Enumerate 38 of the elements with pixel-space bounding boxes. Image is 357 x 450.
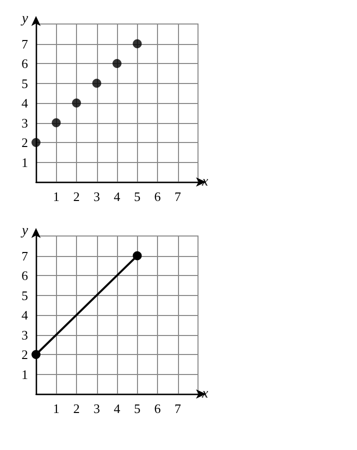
x-tick-label: 1 xyxy=(53,189,60,204)
x-axis-title: x xyxy=(201,386,209,402)
x-tick-label: 4 xyxy=(114,401,121,416)
point xyxy=(92,78,102,88)
y-tick-label: 7 xyxy=(22,248,28,264)
x-axis-title: x xyxy=(201,174,209,190)
y-tick-label: 7 xyxy=(22,36,28,52)
x-tick-label: 2 xyxy=(73,401,80,416)
y-tick-label: 6 xyxy=(22,268,28,283)
y-tick-label: 6 xyxy=(22,56,28,71)
point xyxy=(32,138,40,147)
y-axis-title: y xyxy=(20,12,29,26)
y-tick-label: 3 xyxy=(22,327,28,342)
point xyxy=(132,39,142,48)
x-tick-label: 5 xyxy=(134,401,140,416)
y-tick-label: 1 xyxy=(22,366,28,382)
point xyxy=(72,98,81,108)
x-tick-label: 3 xyxy=(94,401,100,416)
x-tick-label: 3 xyxy=(94,189,100,204)
y-axis-title: y xyxy=(20,224,29,238)
y-tick-label: 2 xyxy=(22,135,28,150)
x-tick-label: 4 xyxy=(114,189,121,204)
y-tick-label: 4 xyxy=(22,96,28,110)
x-tick-label: 2 xyxy=(73,189,80,204)
y-tick-label: 2 xyxy=(22,347,28,362)
x-tick-label: 5 xyxy=(134,189,140,204)
x-tick-label: 7 xyxy=(174,401,182,416)
x-tick-label: 6 xyxy=(154,401,162,416)
x-tick-label: 6 xyxy=(154,189,162,204)
y-tick-label: 1 xyxy=(22,154,28,170)
x-tick-label: 7 xyxy=(174,189,182,204)
point xyxy=(112,59,122,68)
point xyxy=(52,118,61,128)
y-tick-label: 3 xyxy=(22,115,28,130)
y-tick-label: 5 xyxy=(22,76,28,91)
x-tick-label: 1 xyxy=(53,401,60,416)
y-tick-label: 5 xyxy=(22,288,28,303)
y-tick-label: 4 xyxy=(22,308,28,322)
